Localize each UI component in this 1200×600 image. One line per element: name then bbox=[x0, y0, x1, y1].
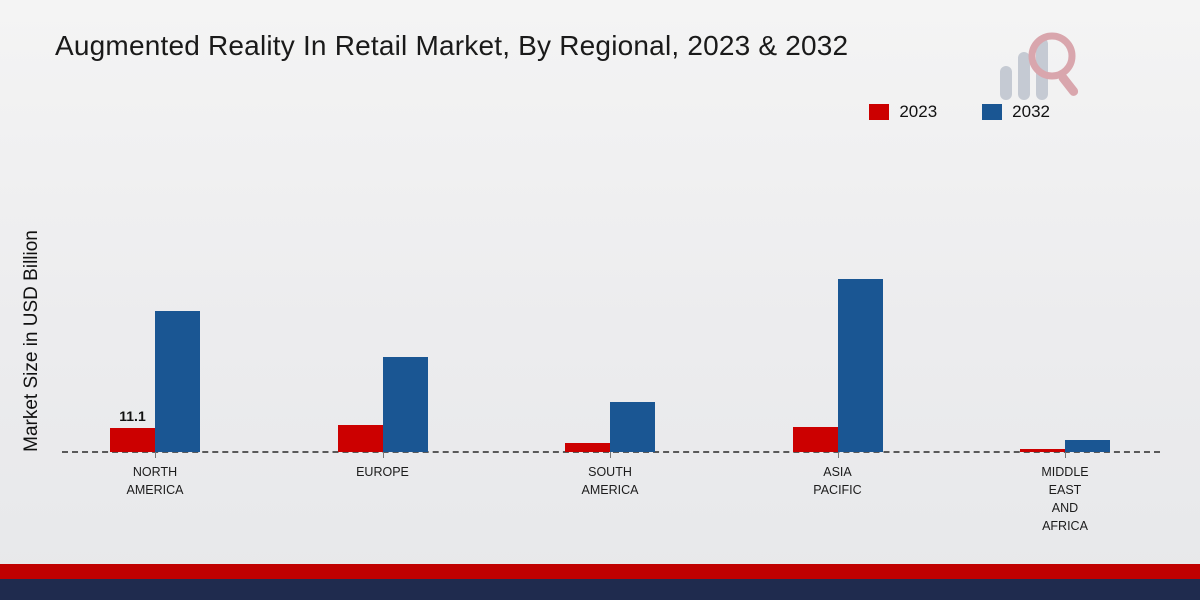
bar-2023-region-3 bbox=[792, 427, 838, 452]
bar-2032-region-4 bbox=[1065, 440, 1110, 452]
category-label-4: MIDDLE EAST AND AFRICA bbox=[1041, 465, 1089, 534]
bar-2023-region-0: 11.1 bbox=[110, 408, 155, 452]
bar-2023-region-1 bbox=[337, 424, 383, 452]
market-research-chart-logo bbox=[994, 28, 1082, 113]
legend-label-2023: 2023 bbox=[899, 102, 938, 121]
bar-2032-region-1 bbox=[382, 356, 428, 452]
bar-2023-region-4 bbox=[1020, 449, 1065, 452]
x-axis-tick bbox=[155, 452, 156, 458]
chart-title: Augmented Reality In Retail Market, By R… bbox=[55, 30, 849, 61]
bar-value-label: 11.1 bbox=[119, 408, 146, 424]
bar-group-3 bbox=[792, 279, 883, 452]
footer-red-strip bbox=[0, 564, 1200, 579]
category-label-0: NORTH AMERICA bbox=[126, 465, 184, 498]
x-axis-tick bbox=[382, 452, 384, 458]
legend: 2023 2032 bbox=[869, 102, 1050, 122]
x-axis-tick bbox=[1065, 452, 1066, 458]
legend-label-2032: 2032 bbox=[1012, 102, 1050, 121]
legend-item-2023: 2023 bbox=[869, 102, 937, 122]
bar-group-0: 11.1 bbox=[110, 311, 200, 452]
legend-item-2032: 2032 bbox=[982, 102, 1050, 122]
x-axis-tick bbox=[610, 452, 611, 458]
bar-2032-region-2 bbox=[610, 402, 655, 452]
x-axis-tick bbox=[837, 452, 839, 458]
category-label-2: SOUTH AMERICA bbox=[581, 465, 639, 498]
bar-group-1 bbox=[337, 356, 428, 452]
bar-2032-region-0 bbox=[155, 311, 200, 452]
x-axis-baseline bbox=[62, 451, 1160, 453]
bar-group-4 bbox=[1020, 440, 1110, 452]
footer-navy-strip bbox=[0, 579, 1200, 600]
legend-swatch-2032 bbox=[982, 104, 1003, 120]
bar-2023-region-2 bbox=[565, 442, 610, 452]
category-label-1: EUROPE bbox=[356, 465, 409, 479]
legend-swatch-2023 bbox=[869, 104, 890, 120]
bar-2032-region-3 bbox=[837, 279, 883, 452]
bar-group-2 bbox=[565, 402, 655, 452]
category-label-3: ASIA PACIFIC bbox=[813, 465, 862, 498]
